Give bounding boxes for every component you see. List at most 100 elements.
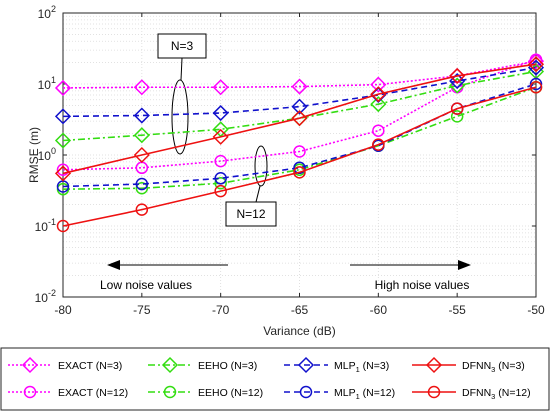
series-line	[62, 86, 537, 190]
n12-group-ellipse	[254, 145, 268, 187]
legend-entry: EXACT (N=3)	[8, 356, 122, 374]
annotations: N=3 N=12 Low noise values High noise val…	[100, 33, 471, 292]
x-tick-label: -65	[291, 303, 309, 317]
legend-label: DFNN3 (N=12)	[462, 387, 531, 401]
low-noise-arrowhead	[107, 260, 120, 270]
legend-entry: MLP1 (N=3)	[284, 356, 389, 374]
data-point-diamond	[370, 76, 387, 93]
legend-marker	[161, 356, 179, 374]
legend-label: MLP1 (N=12)	[334, 387, 395, 401]
series-8	[56, 80, 543, 233]
data-point-diamond	[133, 107, 150, 124]
legend-marker	[297, 356, 315, 374]
series-line	[62, 60, 537, 89]
data-point-diamond	[54, 165, 72, 182]
legend-marker	[299, 385, 313, 399]
data-point-diamond	[212, 79, 229, 96]
data-point-diamond	[54, 79, 72, 97]
data-point-circle	[214, 154, 227, 168]
data-point-diamond	[527, 53, 545, 70]
legend-marker	[425, 356, 443, 374]
legend-frame	[0, 347, 550, 411]
data-point-circle	[135, 203, 149, 216]
legend-entry: DFNN3 (N=12)	[412, 385, 531, 401]
data-point-diamond	[291, 78, 308, 95]
y-tick-label: 102	[38, 4, 56, 21]
series-line	[62, 63, 537, 175]
data-point-diamond	[133, 127, 150, 144]
y-tick-label: 10-2	[35, 288, 56, 305]
y-tick-label: 100	[38, 146, 56, 163]
high-noise-label: High noise values	[375, 278, 470, 292]
data-point-circle	[135, 177, 149, 191]
data-point-diamond	[370, 86, 387, 103]
x-tick-label: -50	[527, 303, 545, 317]
legend-marker	[23, 385, 37, 399]
legend-entry: MLP1 (N=12)	[284, 385, 395, 401]
x-tick-label: -75	[133, 303, 151, 317]
data-point-diamond	[291, 110, 308, 127]
series-7	[54, 56, 545, 182]
x-tick-label: -55	[448, 303, 466, 317]
data-point-circle	[214, 184, 227, 198]
n3-label-box	[157, 33, 207, 59]
data-point-diamond	[133, 79, 150, 96]
legend-label: EXACT (N=3)	[58, 360, 122, 372]
data-point-circle	[56, 219, 70, 233]
data-point-circle	[372, 124, 385, 137]
data-point-diamond	[133, 146, 150, 164]
data-point-circle	[56, 163, 70, 176]
n12-label: N=12	[236, 207, 265, 221]
n12-leader-line	[255, 185, 261, 203]
data-point-diamond	[527, 56, 545, 73]
legend-label: EEHO (N=3)	[198, 360, 257, 372]
legend-label: EEHO (N=12)	[198, 387, 263, 399]
data-point-diamond	[212, 128, 229, 145]
high-noise-arrowhead	[458, 260, 471, 270]
data-point-circle	[450, 102, 464, 115]
data-point-diamond	[54, 132, 72, 149]
data-point-circle	[214, 172, 227, 185]
legend-marker	[427, 385, 441, 399]
series	[54, 53, 545, 233]
axes	[62, 12, 537, 298]
n3-label: N=3	[171, 39, 194, 53]
low-noise-label: Low noise values	[100, 278, 192, 292]
data-point-circle	[529, 80, 543, 94]
n3-leader-line	[180, 57, 183, 81]
legend-label: DFNN3 (N=3)	[462, 360, 525, 374]
n3-group-ellipse	[171, 79, 189, 155]
x-tick-label: -80	[54, 303, 72, 317]
data-point-circle	[529, 77, 543, 91]
legend-marker	[21, 356, 39, 374]
data-point-circle	[372, 138, 385, 151]
legend-entry: EXACT (N=12)	[8, 385, 128, 399]
y-tick-labels: 10-2 10-1 100 101 102	[35, 4, 56, 305]
data-point-circle	[293, 161, 306, 175]
data-point-diamond	[449, 67, 466, 84]
data-point-circle	[450, 110, 464, 123]
y-axis-title: RMSE (m)	[27, 127, 41, 183]
n12-label-box	[225, 201, 277, 227]
data-point-diamond	[370, 96, 387, 113]
data-point-circle	[293, 166, 306, 179]
series-line	[62, 70, 537, 142]
grid	[62, 13, 537, 298]
x-tick-label: -70	[212, 303, 230, 317]
y-tick-label: 10-1	[35, 217, 56, 234]
data-point-diamond	[212, 104, 229, 122]
x-tick-labels: -80 -75 -70 -65 -60 -55 -50	[54, 303, 545, 317]
y-tick-label: 101	[38, 75, 56, 92]
legend-label: MLP1 (N=3)	[334, 360, 389, 374]
legend-entry: DFNN3 (N=3)	[412, 356, 525, 374]
data-point-circle	[214, 177, 227, 190]
x-axis-title: Variance (dB)	[263, 324, 335, 338]
data-point-diamond	[54, 108, 72, 125]
legend-entry: EEHO (N=3)	[148, 356, 257, 374]
x-tick-label: -60	[370, 303, 388, 317]
data-point-circle	[135, 182, 149, 195]
data-point-circle	[293, 145, 306, 158]
legend-marker	[163, 385, 177, 399]
legend-label: EXACT (N=12)	[58, 387, 128, 399]
legend: EXACT (N=3) EEHO (N=3) MLP1 (N=3) DFNN3 (N=…	[0, 347, 550, 411]
